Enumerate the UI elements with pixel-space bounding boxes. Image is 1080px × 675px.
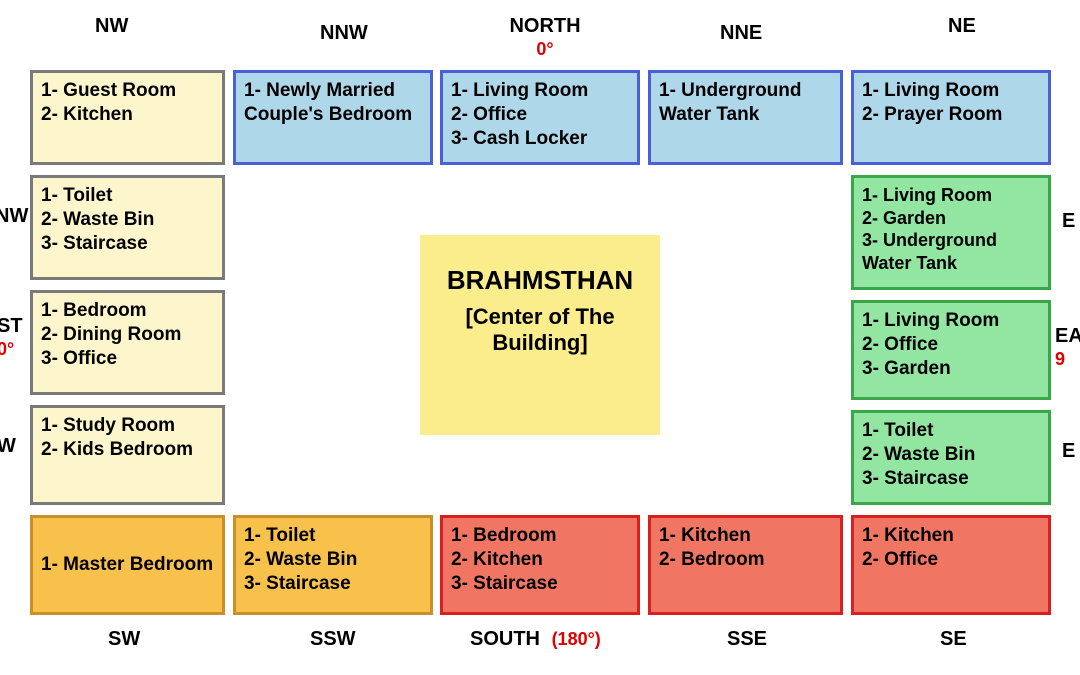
zone-ne: 1- Living Room 2- Prayer Room: [851, 70, 1051, 165]
label-nw: NW: [95, 15, 128, 38]
zone-wsw: 1- Study Room 2- Kids Bedroom: [30, 405, 225, 505]
label-ese: E: [1062, 440, 1075, 463]
zone-wnw: 1- Toilet 2- Waste Bin 3- Staircase: [30, 175, 225, 280]
center-title: BRAHMSTHAN: [430, 265, 650, 296]
zone-se: 1- Kitchen 2- Office: [851, 515, 1051, 615]
label-north-text: NORTH: [509, 15, 580, 37]
zone-south: 1- Bedroom 2- Kitchen 3- Staircase: [440, 515, 640, 615]
zone-nnw: 1- Newly Married Couple's Bedroom: [233, 70, 433, 165]
label-south: SOUTH (180°): [470, 628, 601, 651]
label-ssw: SSW: [310, 628, 356, 651]
label-south-deg: (180°): [552, 629, 601, 649]
label-sw: SW: [108, 628, 140, 651]
label-north-deg: 0°: [536, 39, 553, 59]
label-sse: SSE: [727, 628, 767, 651]
label-ne: NE: [948, 15, 976, 38]
label-south-text: SOUTH: [470, 628, 540, 650]
label-wnw: NW: [0, 205, 28, 228]
zone-ese: 1- Toilet 2- Waste Bin 3- Staircase: [851, 410, 1051, 505]
zone-sw: 1- Master Bedroom: [30, 515, 225, 615]
center-subtitle: [Center of The Building]: [430, 304, 650, 356]
label-west-deg: 0°: [0, 339, 14, 359]
zone-nne: 1- Underground Water Tank: [648, 70, 843, 165]
label-east: EA 9: [1055, 325, 1080, 371]
zone-sse: 1- Kitchen 2- Bedroom: [648, 515, 843, 615]
zone-ssw: 1- Toilet 2- Waste Bin 3- Staircase: [233, 515, 433, 615]
label-wsw: W: [0, 435, 16, 458]
label-west: ST 0°: [0, 315, 23, 361]
zone-nw: 1- Guest Room 2- Kitchen: [30, 70, 225, 165]
zone-ene: 1- Living Room 2- Garden 3- Underground …: [851, 175, 1051, 290]
label-ene: E: [1062, 210, 1075, 233]
label-nnw: NNW: [320, 22, 368, 45]
label-east-deg: 9: [1055, 349, 1065, 369]
zone-east: 1- Living Room 2- Office 3- Garden: [851, 300, 1051, 400]
label-se: SE: [940, 628, 967, 651]
label-north: NORTH 0°: [500, 15, 590, 61]
label-nne: NNE: [720, 22, 762, 45]
center-brahmsthan: BRAHMSTHAN [Center of The Building]: [420, 235, 660, 435]
label-west-text: ST: [0, 315, 23, 337]
zone-north: 1- Living Room 2- Office 3- Cash Locker: [440, 70, 640, 165]
zone-west: 1- Bedroom 2- Dining Room 3- Office: [30, 290, 225, 395]
label-east-text: EA: [1055, 325, 1080, 347]
